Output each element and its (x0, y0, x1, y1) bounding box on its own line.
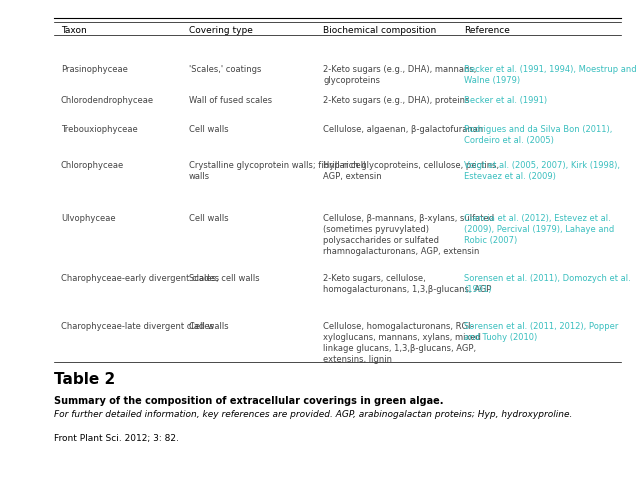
Text: Voigt et al. (2005, 2007), Kirk (1998),
Estevaez et al. (2009): Voigt et al. (2005, 2007), Kirk (1998), … (464, 161, 620, 181)
Text: Becker et al. (1991, 1994), Moestrup and
Walne (1979): Becker et al. (1991, 1994), Moestrup and… (464, 65, 637, 85)
Text: Rodrigues and da Silva Bon (2011),
Cordeiro et al. (2005): Rodrigues and da Silva Bon (2011), Corde… (464, 125, 612, 145)
Text: 2-Keto sugars (e.g., DHA), proteins: 2-Keto sugars (e.g., DHA), proteins (323, 96, 470, 105)
Text: Cell walls: Cell walls (189, 214, 228, 223)
Text: Prasinophyceae: Prasinophyceae (61, 65, 127, 74)
Text: Ciancia et al. (2012), Estevez et al.
(2009), Percival (1979), Lahaye and
Robic : Ciancia et al. (2012), Estevez et al. (2… (464, 214, 614, 245)
Text: Table 2: Table 2 (54, 372, 116, 387)
Text: Chlorodendrophyceae: Chlorodendrophyceae (61, 96, 154, 105)
Text: 2-Keto sugars, cellulose,
homogalacturonans, 1,3,β-glucans, AGP: 2-Keto sugars, cellulose, homogalacturon… (323, 274, 492, 294)
Text: 2-Keto sugars (e.g., DHA), mannans,
glycoproteins: 2-Keto sugars (e.g., DHA), mannans, glyc… (323, 65, 477, 85)
Text: Taxon: Taxon (61, 26, 86, 36)
Text: Hyp-rich glycoproteins, cellulose, pectins,
AGP, extensin: Hyp-rich glycoproteins, cellulose, pecti… (323, 161, 499, 181)
Text: Sorensen et al. (2011), Domozych et al.
(1991): Sorensen et al. (2011), Domozych et al. … (464, 274, 631, 294)
Text: Cellulose, β-mannans, β-xylans, sulfated
(sometimes pyruvylated)
polysaccharides: Cellulose, β-mannans, β-xylans, sulfated… (323, 214, 494, 256)
Text: Reference: Reference (464, 26, 510, 36)
Text: Becker et al. (1991): Becker et al. (1991) (464, 96, 547, 105)
Text: Trebouxiophyceae: Trebouxiophyceae (61, 125, 138, 134)
Text: Scales, cell walls: Scales, cell walls (189, 274, 259, 283)
Text: Charophyceae-early divergent clades: Charophyceae-early divergent clades (61, 274, 219, 283)
Text: Front Plant Sci. 2012; 3: 82.: Front Plant Sci. 2012; 3: 82. (54, 434, 179, 444)
Text: Cell walls: Cell walls (189, 125, 228, 134)
Text: Cellulose, algaenan, β-galactofuranan: Cellulose, algaenan, β-galactofuranan (323, 125, 483, 134)
Text: Cellulose, homogalacturonans, RGI-
xyloglucans, mannans, xylans, mixed
linkage g: Cellulose, homogalacturonans, RGI- xylog… (323, 322, 481, 364)
Text: Summary of the composition of extracellular coverings in green algae.: Summary of the composition of extracellu… (54, 396, 444, 406)
Text: Crystalline glycoprotein walls; fibrillar cell
walls: Crystalline glycoprotein walls; fibrilla… (189, 161, 365, 181)
Text: Biochemical composition: Biochemical composition (323, 26, 436, 36)
Text: Charophyceae-late divergent clades: Charophyceae-late divergent clades (61, 322, 214, 331)
Text: Covering type: Covering type (189, 26, 253, 36)
Text: Wall of fused scales: Wall of fused scales (189, 96, 272, 105)
Text: Cell walls: Cell walls (189, 322, 228, 331)
Text: Sorensen et al. (2011, 2012), Popper
and Tuohy (2010): Sorensen et al. (2011, 2012), Popper and… (464, 322, 618, 342)
Text: Chlorophyceae: Chlorophyceae (61, 161, 124, 170)
Text: 'Scales,' coatings: 'Scales,' coatings (189, 65, 261, 74)
Text: Ulvophyceae: Ulvophyceae (61, 214, 115, 223)
Text: For further detailed information, key references are provided. AGP, arabinogalac: For further detailed information, key re… (54, 410, 573, 420)
